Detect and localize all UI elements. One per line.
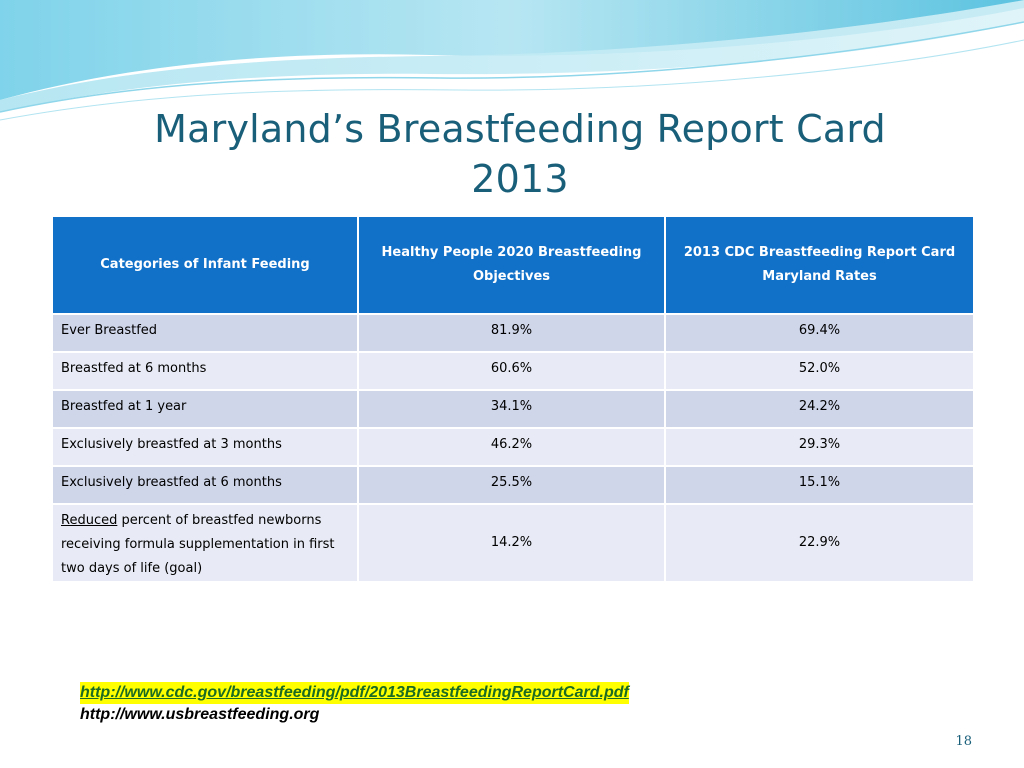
cdc-report-link[interactable]: http://www.cdc.gov/breastfeeding/pdf/201… — [80, 682, 629, 704]
category-cell: Exclusively breastfed at 3 months — [51, 427, 359, 467]
category-cell: Breastfed at 6 months — [51, 351, 359, 391]
category-cell: Reduced percent of breastfed newborns re… — [51, 503, 359, 583]
table-row: Exclusively breastfed at 6 months 25.5% … — [51, 465, 975, 505]
table-row: Exclusively breastfed at 3 months 46.2% … — [51, 427, 975, 467]
objective-cell: 46.2% — [357, 427, 666, 467]
header-healthy-people-objectives: Healthy People 2020 Breastfeeding Object… — [357, 215, 666, 315]
table-header-row: Categories of Infant Feeding Healthy Peo… — [51, 215, 975, 315]
decorative-wave-header — [0, 0, 1024, 121]
source-links: http://www.cdc.gov/breastfeeding/pdf/201… — [80, 682, 629, 726]
maryland-rate-cell: 69.4% — [664, 313, 975, 353]
table-row: Reduced percent of breastfed newborns re… — [51, 503, 975, 583]
table-row: Ever Breastfed 81.9% 69.4% — [51, 313, 975, 353]
page-number: 18 — [955, 734, 972, 749]
maryland-rate-cell: 24.2% — [664, 389, 975, 429]
slide-title: Maryland’s Breastfeeding Report Card 201… — [100, 104, 940, 204]
objective-cell: 34.1% — [357, 389, 666, 429]
header-categories: Categories of Infant Feeding — [51, 215, 359, 315]
maryland-rate-cell: 22.9% — [664, 503, 975, 583]
maryland-rate-cell: 52.0% — [664, 351, 975, 391]
objective-cell: 25.5% — [357, 465, 666, 505]
maryland-rate-cell: 29.3% — [664, 427, 975, 467]
objective-cell: 14.2% — [357, 503, 666, 583]
maryland-rate-cell: 15.1% — [664, 465, 975, 505]
table-row: Breastfed at 6 months 60.6% 52.0% — [51, 351, 975, 391]
title-line-1: Maryland’s Breastfeeding Report Card — [154, 107, 886, 151]
usbreastfeeding-link[interactable]: http://www.usbreastfeeding.org — [80, 706, 320, 723]
header-cdc-maryland-rates: 2013 CDC Breastfeeding Report Card Maryl… — [664, 215, 975, 315]
category-cell: Ever Breastfed — [51, 313, 359, 353]
category-rest-text: percent of breastfed newborns receiving … — [61, 513, 335, 576]
objective-cell: 60.6% — [357, 351, 666, 391]
category-cell: Exclusively breastfed at 6 months — [51, 465, 359, 505]
objective-cell: 81.9% — [357, 313, 666, 353]
report-card-table: Categories of Infant Feeding Healthy Peo… — [51, 215, 975, 583]
category-cell: Breastfed at 1 year — [51, 389, 359, 429]
category-underlined-word: Reduced — [61, 513, 118, 528]
report-card-table-container: Categories of Infant Feeding Healthy Peo… — [51, 215, 975, 583]
table-row: Breastfed at 1 year 34.1% 24.2% — [51, 389, 975, 429]
title-line-2: 2013 — [471, 157, 569, 201]
